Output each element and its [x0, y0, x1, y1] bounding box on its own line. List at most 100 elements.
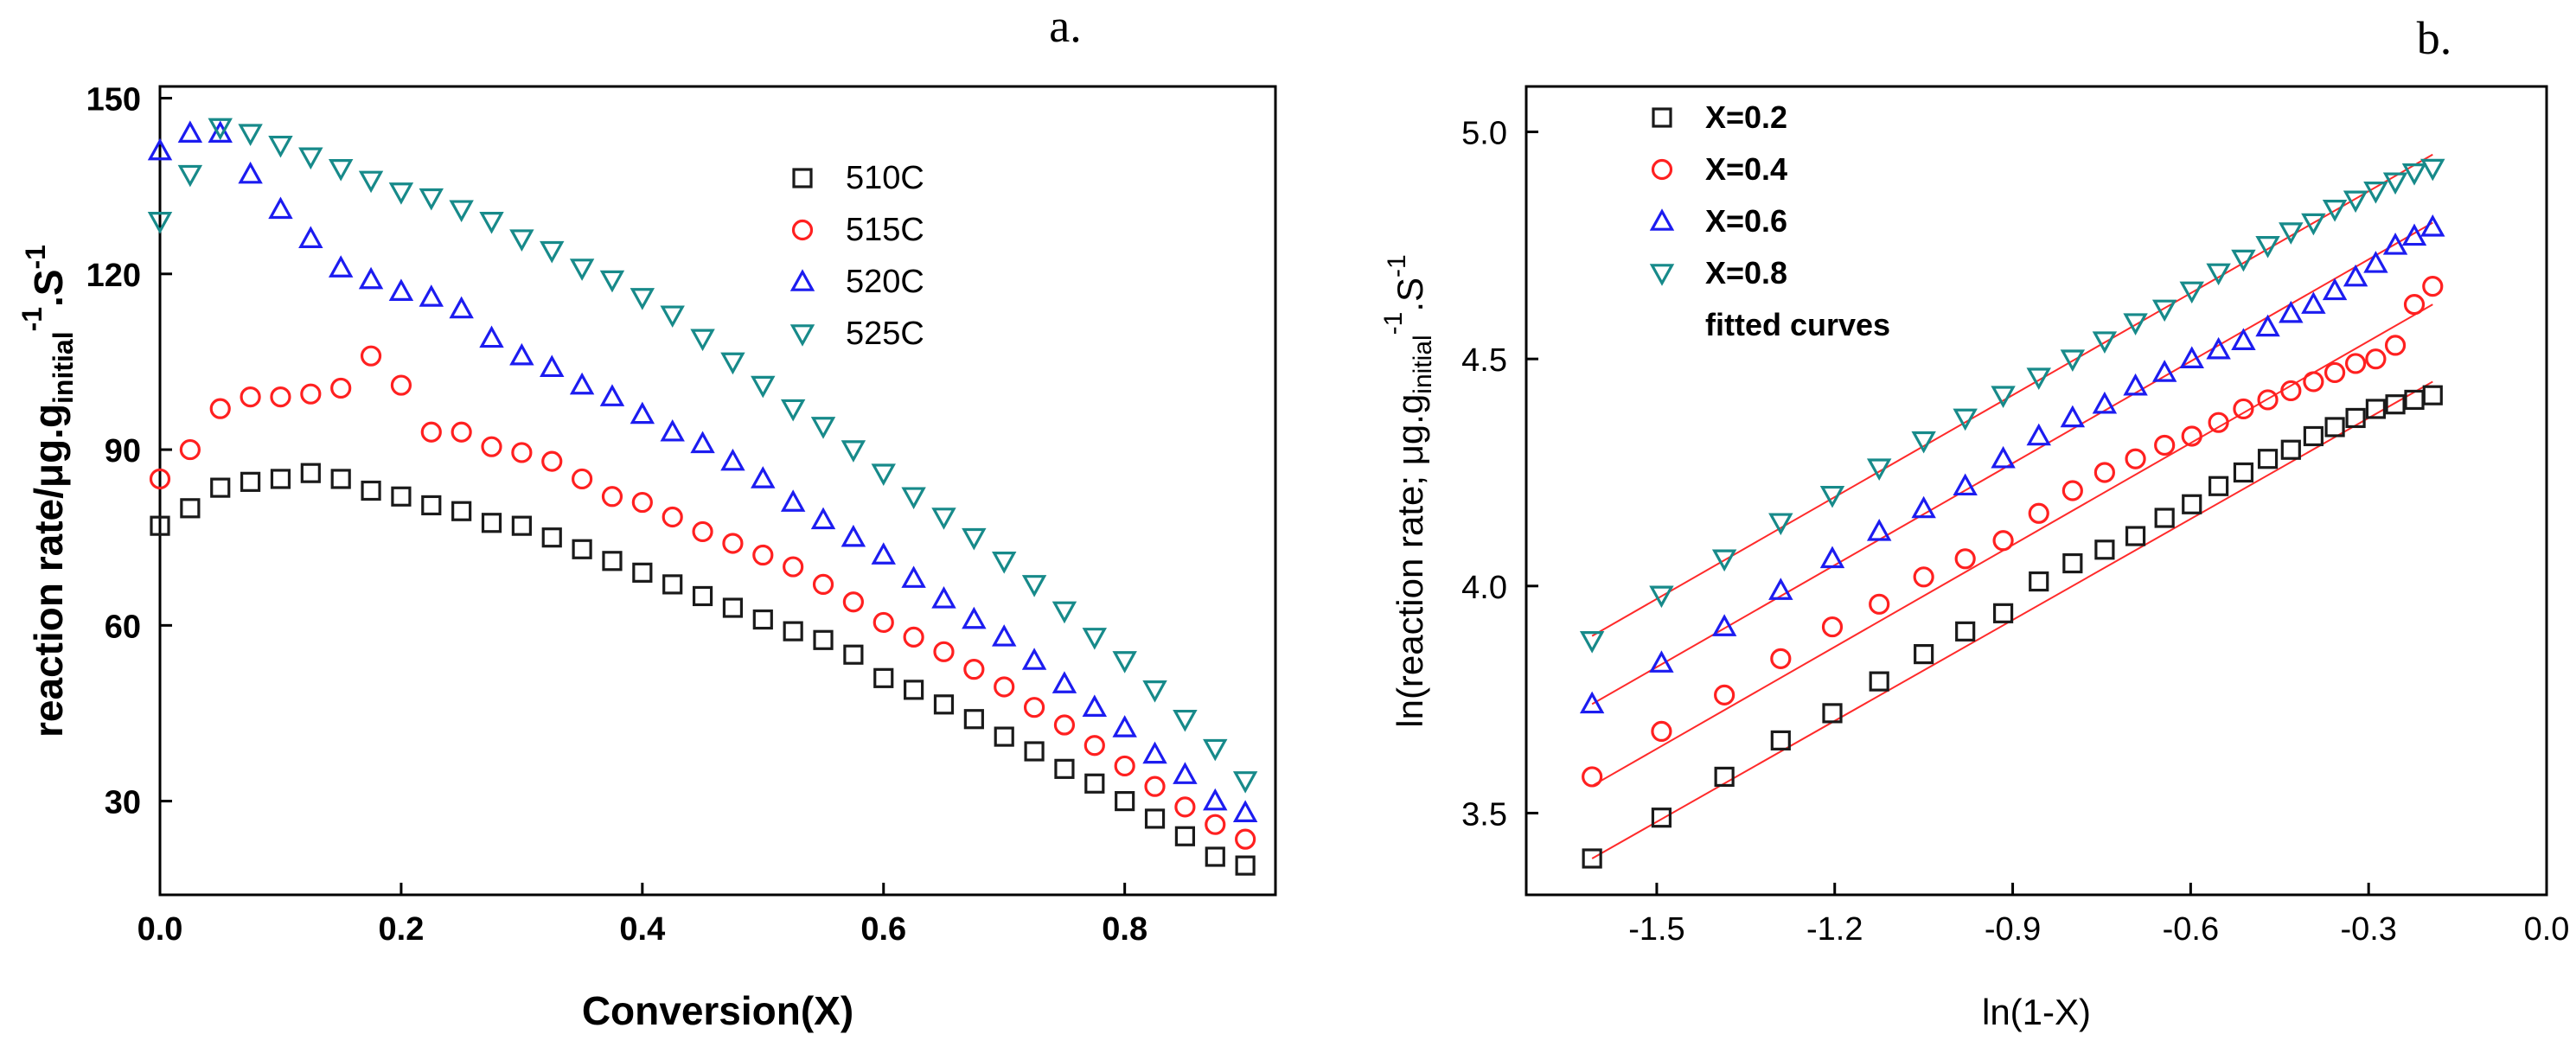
data-point	[1203, 738, 1228, 762]
data-point	[933, 694, 955, 715]
data-point	[1054, 758, 1075, 779]
data-point	[1651, 808, 1672, 828]
data-point	[1023, 697, 1045, 718]
data-point	[660, 418, 685, 442]
data-point	[1021, 648, 1047, 670]
data-point	[994, 676, 1015, 698]
data-point	[994, 726, 1014, 747]
data-point	[2029, 571, 2049, 592]
data-point	[1082, 628, 1108, 650]
panel-b-letter: b.	[2417, 12, 2452, 64]
data-point	[449, 200, 474, 223]
data-point	[931, 586, 956, 609]
data-point	[1953, 408, 1978, 431]
data-point	[360, 345, 382, 367]
legend-label: X=0.4	[1705, 151, 1787, 187]
data-point	[2125, 448, 2146, 469]
y-tick-label: 3.5	[1461, 796, 1507, 833]
data-point	[2303, 425, 2324, 447]
data-point	[962, 606, 987, 629]
data-point	[2422, 276, 2444, 297]
data-point	[361, 480, 381, 501]
x-tick-label: -0.3	[2340, 911, 2396, 948]
data-point	[330, 469, 351, 489]
data-point	[509, 342, 534, 366]
data-point	[2403, 294, 2426, 316]
data-point	[1954, 548, 1976, 570]
data-point	[1112, 651, 1137, 674]
data-point	[1770, 730, 1791, 751]
data-point	[1992, 530, 2014, 552]
data-point	[2301, 213, 2326, 236]
data-point	[1714, 684, 1735, 705]
data-point	[752, 609, 773, 630]
data-point	[2062, 552, 2083, 574]
data-point	[2206, 263, 2231, 286]
data-point	[991, 552, 1017, 574]
data-point	[2060, 405, 2086, 428]
y-axis-label-a-tail: .S	[26, 269, 71, 306]
data-point	[690, 329, 715, 352]
data-point	[2026, 423, 2051, 446]
data-point	[751, 466, 776, 488]
y-tick-label: 120	[86, 258, 141, 294]
plot-frame-b	[1525, 85, 2548, 897]
data-point	[2151, 299, 2177, 322]
data-point	[2324, 417, 2345, 437]
data-point	[540, 354, 565, 378]
data-point	[1869, 593, 1890, 615]
data-point	[2343, 264, 2368, 287]
data-point	[812, 573, 834, 596]
data-point	[2385, 394, 2406, 415]
data-point	[2125, 526, 2146, 546]
data-point	[1051, 601, 1077, 624]
data-point	[2061, 480, 2083, 501]
data-point	[2324, 361, 2346, 384]
data-point	[2255, 236, 2280, 259]
data-point	[1174, 796, 1196, 818]
data-point	[2279, 300, 2304, 323]
data-point	[451, 501, 472, 521]
data-point	[904, 680, 924, 700]
data-point	[2208, 476, 2229, 496]
data-point	[1205, 814, 1226, 835]
data-point	[1991, 386, 2016, 408]
data-point	[1051, 671, 1077, 693]
y-tick-label: 4.0	[1461, 570, 1507, 606]
data-point	[2322, 278, 2348, 301]
data-point	[180, 498, 201, 519]
data-point	[2154, 434, 2176, 456]
data-point	[2179, 346, 2204, 368]
data-point	[1819, 485, 1845, 508]
data-point	[1913, 566, 1934, 588]
data-point	[873, 611, 894, 634]
data-point	[871, 542, 896, 565]
data-point	[240, 471, 261, 492]
data-point	[1866, 458, 1892, 482]
y-axis-label-a: reaction rate/μg.ginitial-1.S-1	[16, 245, 79, 737]
axis-ticks-a: 0.0 0.2 0.4 0.6 0.8 30 60 90 120 150	[86, 82, 1147, 948]
data-point	[2151, 360, 2177, 382]
y-axis-label-a-sup1: -1	[16, 307, 48, 331]
data-point	[991, 624, 1017, 647]
data-point	[2280, 439, 2301, 460]
data-point	[1911, 431, 1936, 454]
data-point	[2279, 222, 2304, 245]
data-point	[599, 270, 625, 293]
data-point	[780, 489, 806, 512]
data-point	[1768, 578, 1793, 600]
data-point	[2365, 348, 2387, 370]
data-points-b	[1579, 158, 2445, 869]
data-point	[1649, 650, 1674, 673]
data-point	[903, 626, 924, 648]
data-point	[2420, 158, 2445, 182]
data-point	[1953, 473, 1978, 496]
y-tick-label: 30	[105, 785, 141, 821]
x-tick-label: -0.6	[2163, 911, 2219, 948]
data-point	[1911, 495, 1936, 519]
data-point	[842, 591, 864, 613]
legend-label: 515C	[846, 212, 924, 248]
data-point	[569, 372, 595, 395]
x-tick-label: -1.2	[1806, 911, 1863, 948]
